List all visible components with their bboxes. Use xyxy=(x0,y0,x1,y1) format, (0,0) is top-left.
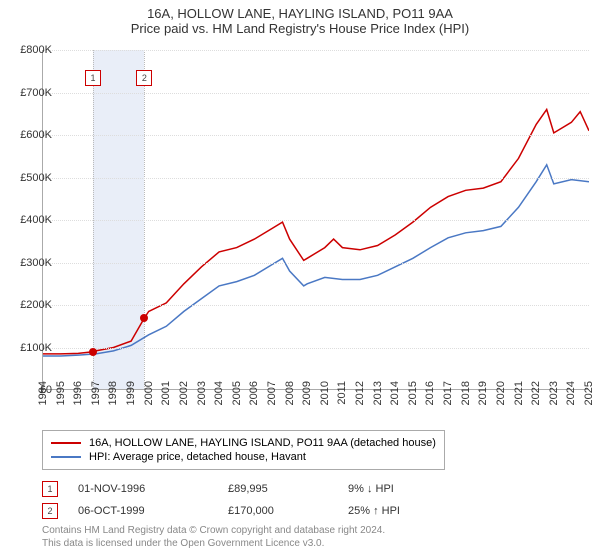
x-tick-label: 2001 xyxy=(160,381,172,405)
x-tick-label: 2012 xyxy=(354,381,366,405)
x-tick-label: 2005 xyxy=(231,381,243,405)
x-tick-label: 2016 xyxy=(424,381,436,405)
x-tick-label: 2024 xyxy=(565,381,577,405)
x-tick-label: 2008 xyxy=(284,381,296,405)
x-tick-label: 2022 xyxy=(530,381,542,405)
gridline-h xyxy=(43,263,589,264)
legend-swatch xyxy=(51,456,81,458)
legend-row: 16A, HOLLOW LANE, HAYLING ISLAND, PO11 9… xyxy=(51,436,436,450)
x-tick-label: 1995 xyxy=(55,381,67,405)
y-tick-label: £300K xyxy=(20,257,52,269)
gridline-h xyxy=(43,50,589,51)
x-tick-label: 1998 xyxy=(107,381,119,405)
gridline-h xyxy=(43,220,589,221)
x-tick-label: 2014 xyxy=(389,381,401,405)
chart-subtitle: Price paid vs. HM Land Registry's House … xyxy=(0,21,600,42)
y-tick-label: £800K xyxy=(20,44,52,56)
event-row: 2 06-OCT-1999 £170,000 25% ↑ HPI xyxy=(42,500,400,522)
x-tick-label: 2020 xyxy=(495,381,507,405)
x-tick-label: 2013 xyxy=(372,381,384,405)
x-tick-label: 2019 xyxy=(477,381,489,405)
event-row-marker: 1 xyxy=(42,481,58,497)
event-row-price: £89,995 xyxy=(228,483,328,495)
gridline-h xyxy=(43,348,589,349)
event-row: 1 01-NOV-1996 £89,995 9% ↓ HPI xyxy=(42,478,400,500)
event-row-delta: 9% ↓ HPI xyxy=(348,483,394,495)
event-marker-1: 1 xyxy=(85,70,101,86)
legend-label: HPI: Average price, detached house, Hava… xyxy=(89,451,306,463)
y-tick-label: £600K xyxy=(20,129,52,141)
y-tick-label: £100K xyxy=(20,342,52,354)
x-tick-label: 2025 xyxy=(583,381,595,405)
x-tick-label: 2000 xyxy=(143,381,155,405)
footer-line-1: Contains HM Land Registry data © Crown c… xyxy=(42,524,385,537)
event-row-date: 06-OCT-1999 xyxy=(78,505,208,517)
chart-title: 16A, HOLLOW LANE, HAYLING ISLAND, PO11 9… xyxy=(0,0,600,21)
x-tick-label: 1996 xyxy=(72,381,84,405)
events-table: 1 01-NOV-1996 £89,995 9% ↓ HPI 2 06-OCT-1999 £… xyxy=(42,478,400,522)
event-row-delta: 25% ↑ HPI xyxy=(348,505,400,517)
y-tick-label: £0 xyxy=(40,384,52,396)
legend-row: HPI: Average price, detached house, Hava… xyxy=(51,450,436,464)
legend: 16A, HOLLOW LANE, HAYLING ISLAND, PO11 9… xyxy=(42,430,445,470)
series-line-0 xyxy=(43,110,589,354)
chart-plot-area: 1994199519961997199819992000200120022003… xyxy=(42,50,588,390)
x-tick-label: 2006 xyxy=(248,381,260,405)
event-row-price: £170,000 xyxy=(228,505,328,517)
x-tick-label: 2018 xyxy=(460,381,472,405)
y-tick-label: £500K xyxy=(20,172,52,184)
x-tick-label: 2021 xyxy=(513,381,525,405)
gridline-h xyxy=(43,305,589,306)
x-tick-label: 2002 xyxy=(178,381,190,405)
y-tick-label: £200K xyxy=(20,299,52,311)
gridline-h xyxy=(43,135,589,136)
event-row-marker: 2 xyxy=(42,503,58,519)
event-marker-2: 2 xyxy=(136,70,152,86)
x-tick-label: 2015 xyxy=(407,381,419,405)
gridline-h xyxy=(43,178,589,179)
footer-attribution: Contains HM Land Registry data © Crown c… xyxy=(42,524,385,550)
y-tick-label: £700K xyxy=(20,87,52,99)
legend-label: 16A, HOLLOW LANE, HAYLING ISLAND, PO11 9… xyxy=(89,437,436,449)
y-tick-label: £400K xyxy=(20,214,52,226)
series-line-1 xyxy=(43,165,589,356)
x-tick-label: 2011 xyxy=(336,381,348,405)
legend-swatch xyxy=(51,442,81,444)
x-tick-label: 2003 xyxy=(196,381,208,405)
x-tick-label: 1999 xyxy=(125,381,137,405)
gridline-h xyxy=(43,93,589,94)
event-dot xyxy=(89,348,97,356)
x-tick-label: 2004 xyxy=(213,381,225,405)
x-tick-label: 1997 xyxy=(90,381,102,405)
x-tick-label: 2007 xyxy=(266,381,278,405)
event-dot xyxy=(140,314,148,322)
x-tick-label: 2010 xyxy=(319,381,331,405)
event-row-date: 01-NOV-1996 xyxy=(78,483,208,495)
footer-line-2: This data is licensed under the Open Gov… xyxy=(42,537,385,550)
x-tick-label: 2017 xyxy=(442,381,454,405)
x-tick-label: 2023 xyxy=(548,381,560,405)
x-tick-label: 2009 xyxy=(301,381,313,405)
